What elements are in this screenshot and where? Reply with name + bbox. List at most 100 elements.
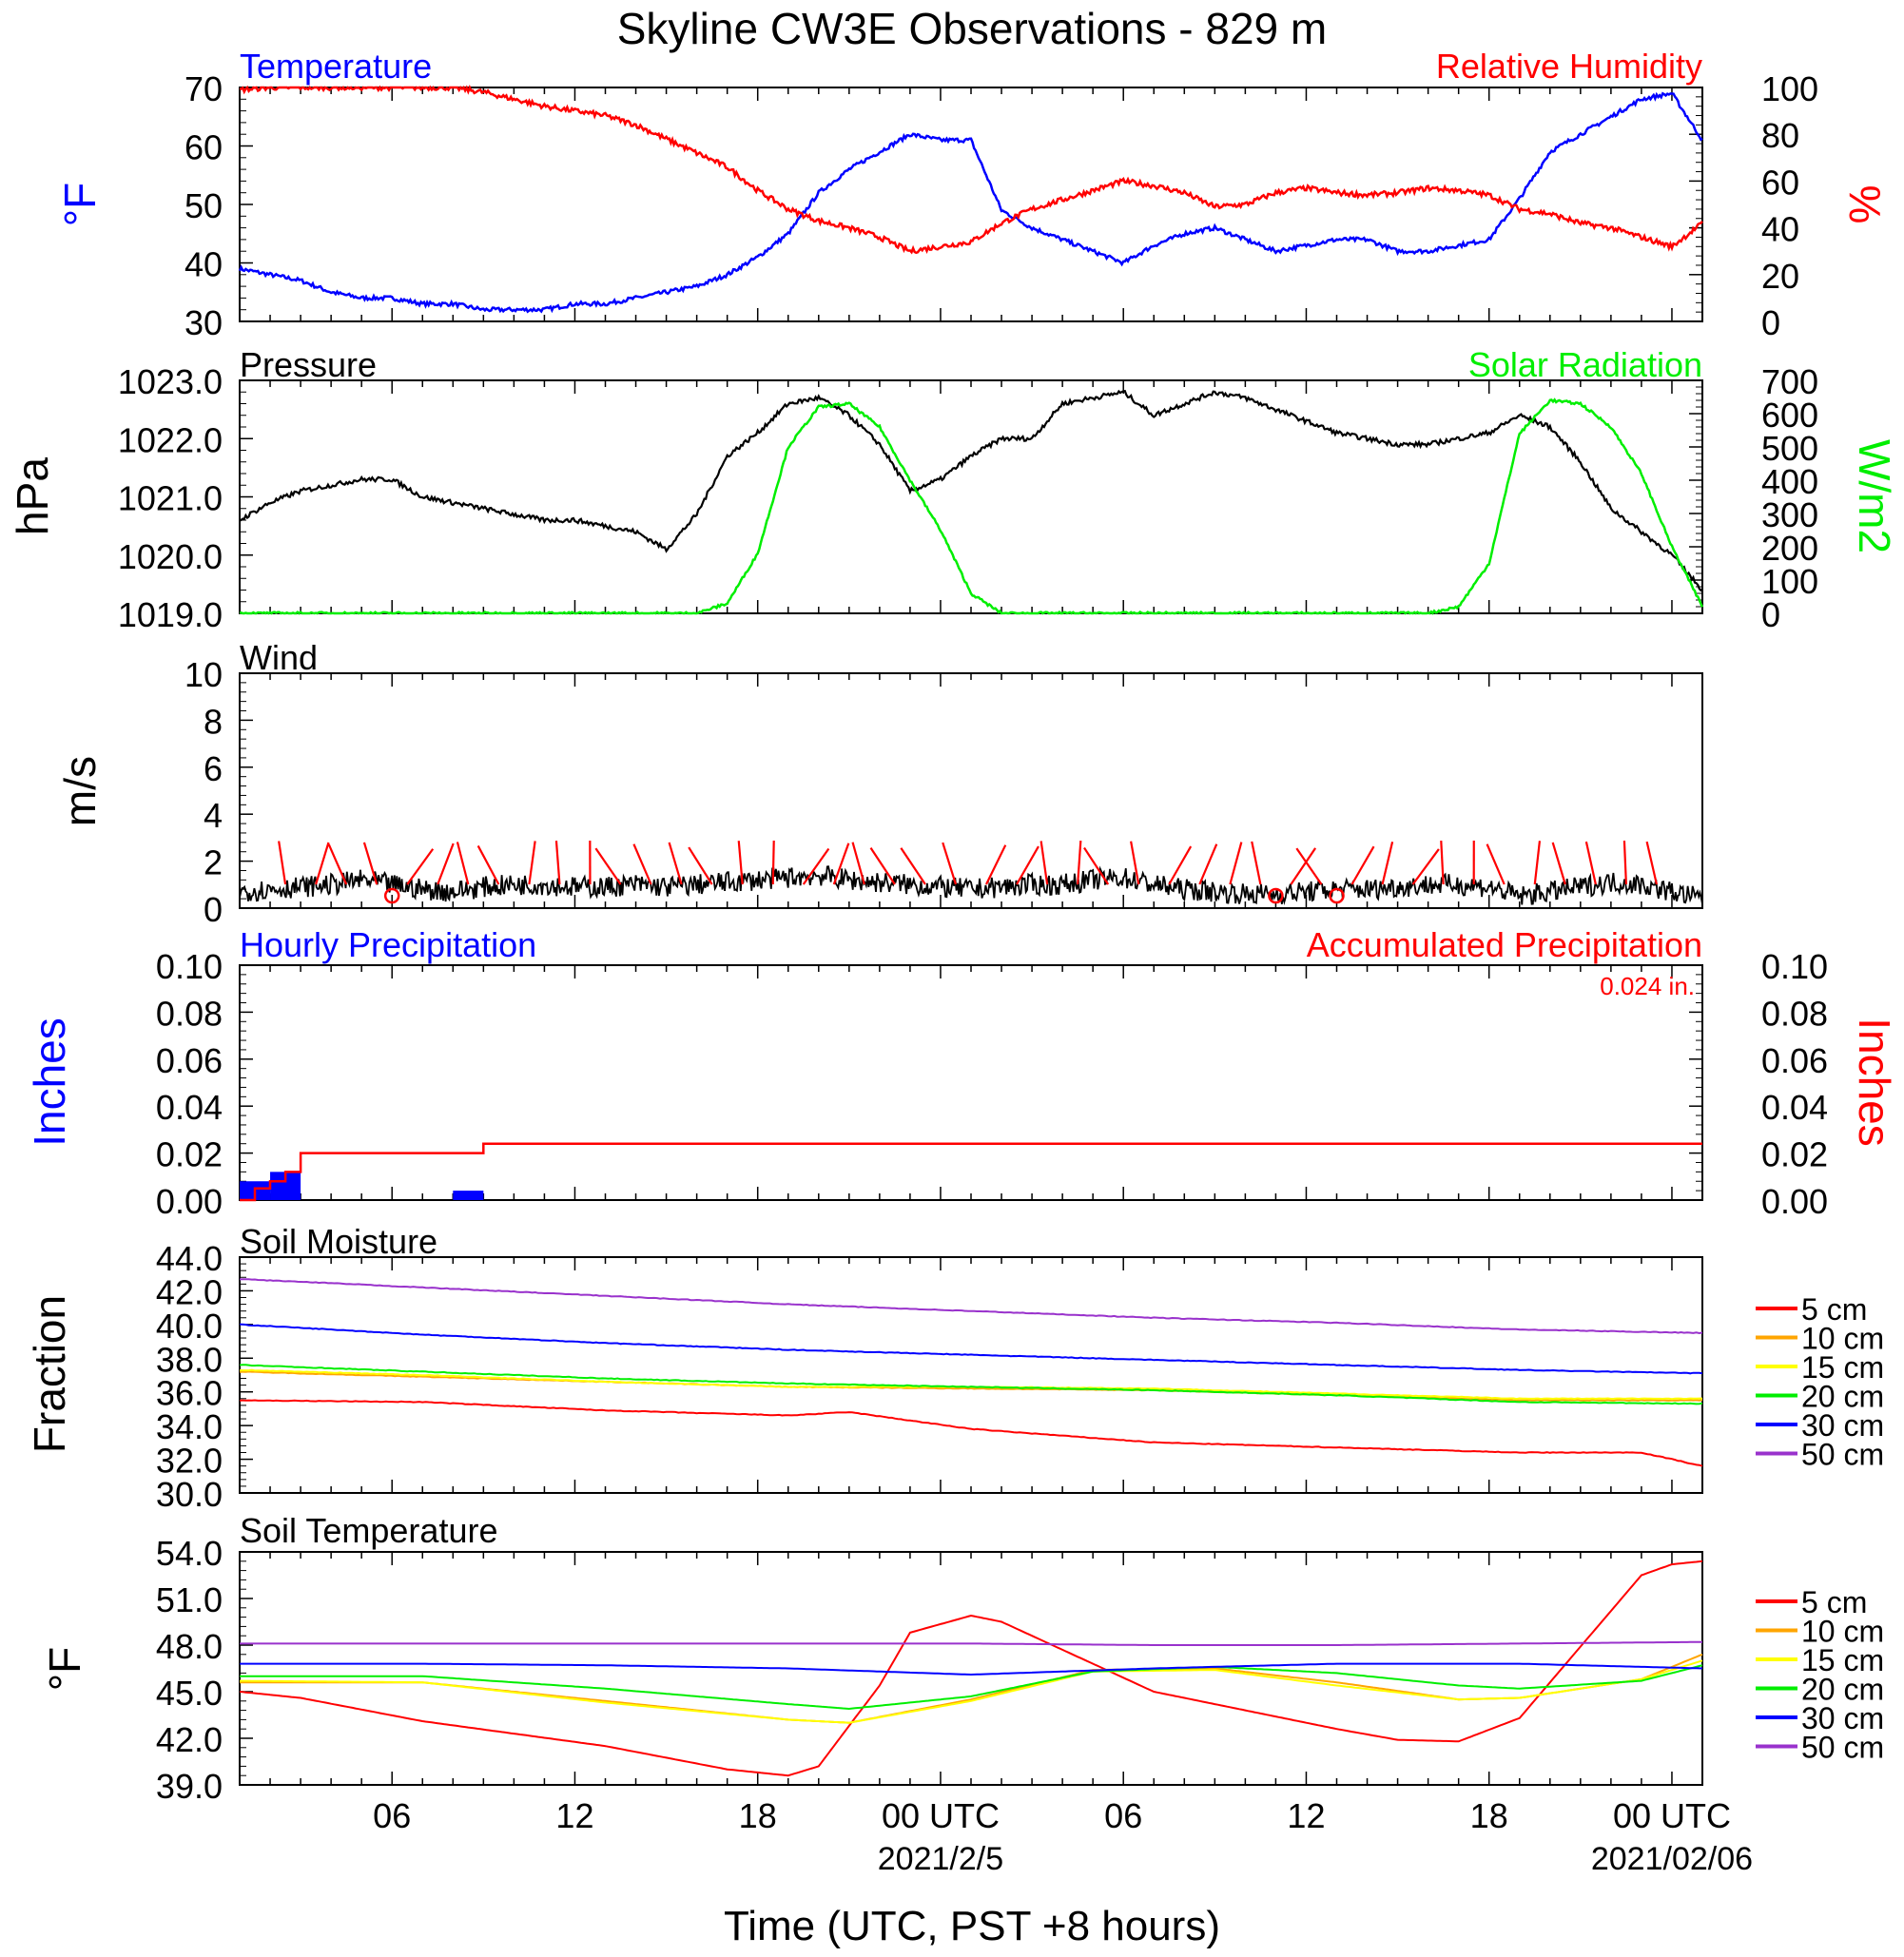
solar-title: Solar Radiation (1468, 345, 1702, 384)
wind-barb (278, 841, 287, 885)
precip-y-tick-label: 0.08 (156, 994, 223, 1033)
precip-y-tick-label: 0.08 (1761, 994, 1828, 1033)
wind-barb (1016, 845, 1039, 885)
wind-barb (476, 844, 500, 885)
temperature-line (238, 91, 1703, 314)
wind-barb (554, 841, 561, 885)
humidity-line (239, 84, 1703, 255)
wind-barb (1130, 841, 1140, 885)
wind-y-tick-label: 8 (204, 702, 223, 741)
soil-temp-legend-label: 15 cm (1801, 1643, 1884, 1677)
x-tick-label: 18 (1470, 1796, 1508, 1835)
pressure-y-tick-label: 500 (1761, 429, 1818, 468)
soil-moisture-y-tick-label: 40.0 (156, 1307, 223, 1346)
precip-y-tick-label: 0.10 (1761, 947, 1828, 986)
precip-frame (239, 964, 1703, 1201)
temp-rh-y-tick-label: 30 (185, 303, 223, 342)
soil-moisture-frame (239, 1256, 1703, 1494)
soil-temp-y-tick-label: 48.0 (156, 1627, 223, 1666)
wind-barb (1411, 848, 1440, 885)
precip-y-tick-label: 0.02 (1761, 1135, 1828, 1174)
pressure-y-tick-label: 1023.0 (118, 362, 223, 401)
pressure-y-tick-label: 300 (1761, 495, 1818, 534)
soil-moisture-legend-label: 50 cm (1801, 1438, 1884, 1472)
pressure-y-tick-label: 400 (1761, 462, 1818, 501)
soil-temp-line-50cm (240, 1640, 1703, 1646)
wind-barb (327, 843, 348, 885)
soil-moisture-y-tick-label: 44.0 (156, 1239, 223, 1278)
wind-barb (1381, 841, 1394, 885)
calm-wind-marker (383, 887, 400, 904)
pressure-y-tick-label: 1019.0 (118, 595, 223, 634)
x-tick-label: 06 (1104, 1796, 1142, 1835)
x-tick-label: 00 UTC (1613, 1796, 1731, 1835)
wind-barb (1551, 842, 1566, 885)
soil-moisture-legend-label: 10 cm (1801, 1322, 1884, 1356)
chart-title: Skyline CW3E Observations - 829 m (617, 4, 1328, 53)
soil-temp-frame (239, 1551, 1703, 1786)
soil-temp-y-tick-label: 42.0 (156, 1720, 223, 1759)
pressure-y-tick-label: 600 (1761, 396, 1818, 435)
wind-title: Wind (240, 638, 318, 677)
wind-y-tick-label: 0 (204, 890, 223, 929)
wind-y-tick-label: 4 (204, 796, 223, 835)
soil-temp-legend-label: 50 cm (1801, 1731, 1884, 1765)
wind-barb (406, 848, 435, 885)
soil-moisture-y-tick-label: 30.0 (156, 1475, 223, 1514)
soil-temp-y-tick-label: 45.0 (156, 1674, 223, 1713)
precip-y-tick-label: 0.04 (156, 1088, 223, 1127)
soil-moisture-line-30cm (239, 1323, 1703, 1375)
soil-temp-legend-label: 10 cm (1801, 1615, 1884, 1649)
precip-y-tick-label: 0.10 (156, 947, 223, 986)
soil-temp-line-5cm (239, 1560, 1703, 1777)
precip-y-tick-label: 0.00 (1761, 1182, 1828, 1221)
soil-moisture-y-tick-label: 38.0 (156, 1340, 223, 1379)
x-tick-label: 00 UTC (882, 1796, 1000, 1835)
accum-precip-axis-label: Inches (1850, 1017, 1899, 1147)
wind-barb (362, 842, 379, 885)
wind-barb (528, 841, 536, 885)
wind-barb (1645, 841, 1659, 885)
hourly-precip-axis-label: Inches (25, 1017, 74, 1147)
pressure-y-tick-label: 1021.0 (118, 479, 223, 518)
temp-rh-y-tick-label: 40 (1761, 210, 1799, 249)
wind-axis-label: m/s (55, 756, 105, 826)
soil-moisture-y-tick-label: 34.0 (156, 1407, 223, 1446)
pressure-line (239, 389, 1703, 592)
pressure-y-tick-label: 0 (1761, 595, 1780, 634)
wind-barb (1077, 841, 1082, 885)
soil-temp-legend-label: 20 cm (1801, 1673, 1884, 1707)
soil-moisture-legend-label: 20 cm (1801, 1380, 1884, 1414)
wind-barb (802, 847, 830, 885)
pressure-axis-label: hPa (8, 457, 57, 535)
wind-barb (1198, 843, 1218, 885)
wind-barb (668, 842, 683, 885)
pressure-y-tick-label: 1022.0 (118, 420, 223, 459)
temp-rh-y-tick-label: 100 (1761, 69, 1818, 108)
wind-barb (869, 847, 896, 885)
temp-rh-y-tick-label: 60 (185, 128, 223, 167)
wind-barb (832, 843, 850, 885)
wind-y-tick-label: 10 (185, 655, 223, 694)
wind-barb (1290, 847, 1317, 885)
humidity-title: Relative Humidity (1436, 47, 1702, 86)
hourly-precip-bar (453, 1191, 484, 1200)
temperature-title: Temperature (240, 47, 432, 86)
wind-barb (1295, 847, 1323, 885)
soil-temp-axis-label: °F (40, 1647, 89, 1692)
date-label: 2021/02/06 (1591, 1841, 1753, 1877)
pressure-y-tick-label: 700 (1761, 362, 1818, 401)
wind-barb (456, 842, 470, 885)
pressure-frame (239, 379, 1703, 614)
x-tick-label: 06 (373, 1796, 411, 1835)
soil-moisture-line-5cm (239, 1399, 1703, 1467)
accum-precip-title: Accumulated Precipitation (1307, 925, 1702, 964)
soil-moisture-legend-label: 15 cm (1801, 1350, 1884, 1385)
wind-barb (851, 842, 865, 885)
soil-moisture-line-15cm (239, 1368, 1702, 1401)
calm-wind-marker (1268, 887, 1284, 904)
soil-temp-title: Soil Temperature (240, 1511, 497, 1550)
temp-rh-y-tick-label: 40 (185, 245, 223, 284)
